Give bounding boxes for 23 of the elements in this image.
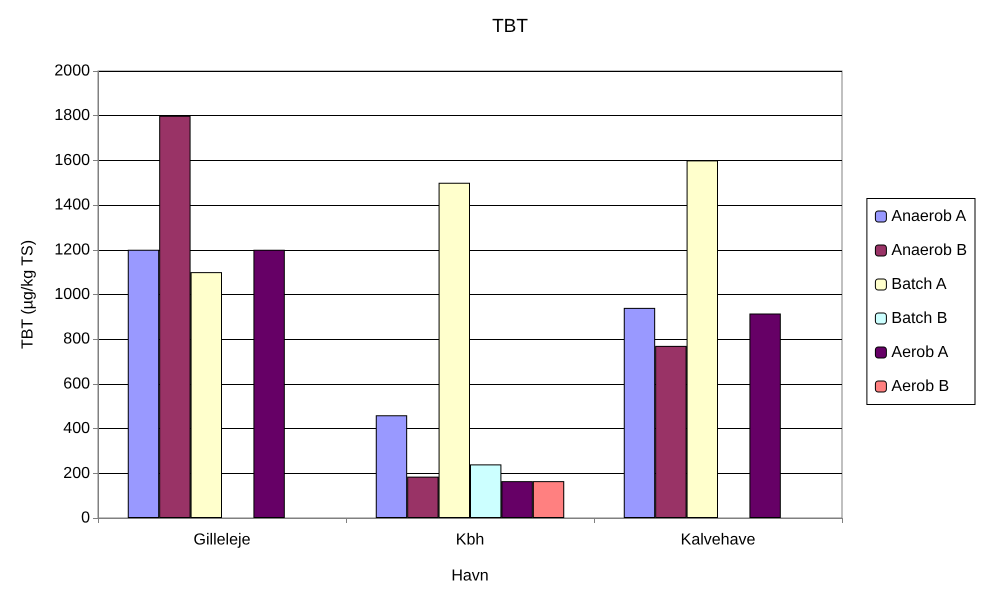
x-axis-title: Havn [451,568,489,584]
legend-label: Aerob B [891,378,950,395]
y-tick-label: 1000 [54,286,90,303]
chart-title: TBT [492,16,528,37]
y-tick-label: 400 [63,420,90,438]
legend-label: Batch A [891,276,947,293]
y-tick-label: 1800 [54,107,90,124]
y-tick-label: 800 [63,330,90,348]
y-tick-label: 0 [81,510,90,526]
legend-label: Anaerob A [891,208,966,225]
y-tick-label: 600 [63,375,90,392]
y-tick-label: 200 [63,464,90,482]
y-tick-label: 2000 [54,62,90,80]
x-tick-label: Kalvehave [680,532,756,548]
y-tick-label: 1600 [54,152,90,169]
y-axis-title: TBT (µg/kg TS) [20,240,36,350]
legend-label: Anaerob B [891,242,967,259]
legend-label: Aerob A [891,344,949,361]
legend-label: Batch B [891,310,948,327]
x-tick-label: Gilleleje [194,532,251,548]
y-tick-label: 1400 [54,196,90,214]
y-tick-label: 1200 [54,241,90,258]
x-tick-label: Kbh [456,532,484,548]
